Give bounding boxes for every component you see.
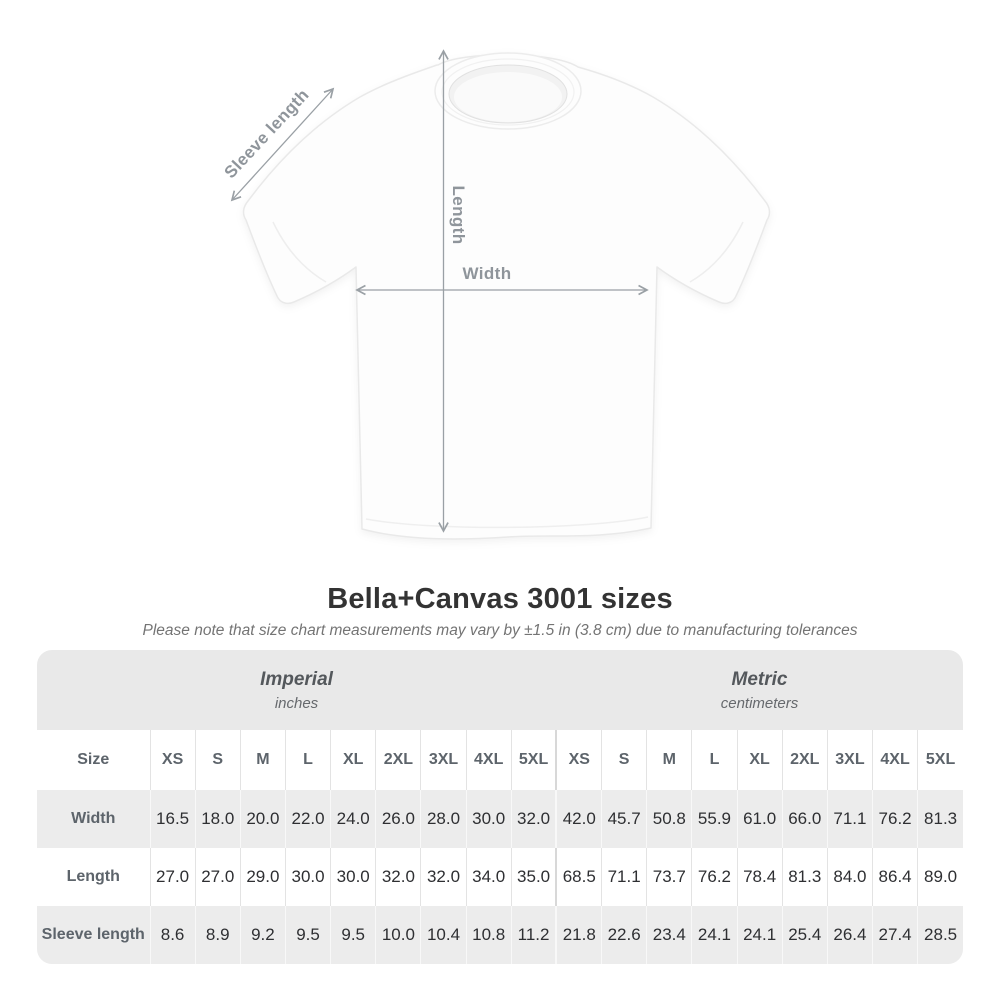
size-table-body: Width 16.5 18.0 20.0 22.0 24.0 26.0 28.0 30.0 32.… (37, 790, 963, 964)
size-table: Size XS S M L XL 2XL 3XL 4XL 5XL XS S M L XL 2XL 3XL 4XL… (37, 730, 963, 964)
imperial-width-l: 22.0 (284, 790, 331, 848)
row-length: Length 27.0 27.0 29.0 30.0 30.0 32.0 32.0 34.0 35… (37, 848, 963, 906)
size-header-imperial-2xl: 2XL (375, 730, 421, 790)
metric-length-s: 71.1 (601, 848, 647, 906)
imperial-length-5xl: 35.0 (510, 848, 557, 906)
size-header-imperial-xs: XS (149, 730, 196, 790)
imperial-sleeve-length-m: 9.2 (239, 906, 286, 964)
imperial-sleeve-length-4xl: 10.8 (465, 906, 512, 964)
imperial-width-4xl: 30.0 (465, 790, 512, 848)
imperial-width-xl: 24.0 (330, 790, 376, 848)
metric-units-label: centimeters (720, 694, 799, 712)
imperial-sleeve-length-5xl: 11.2 (510, 906, 557, 964)
metric-sleeve-length-2xl: 25.4 (781, 906, 828, 964)
imperial-label: Imperial (260, 668, 333, 690)
title-block: Bella+Canvas 3001 sizes Please note that… (0, 583, 1000, 640)
size-header-metric-3xl: 3XL (826, 730, 873, 790)
metric-length-3xl: 84.0 (826, 848, 873, 906)
metric-width-4xl: 76.2 (871, 790, 918, 848)
imperial-width-xs: 16.5 (149, 790, 196, 848)
imperial-width-m: 20.0 (239, 790, 286, 848)
metric-sleeve-length-3xl: 26.4 (826, 906, 873, 964)
metric-width-m: 50.8 (646, 790, 692, 848)
size-header-metric-xs: XS (555, 730, 602, 790)
size-header-metric-xl: XL (736, 730, 783, 790)
metric-length-5xl: 89.0 (917, 848, 963, 906)
size-header-row: Size XS S M L XL 2XL 3XL 4XL 5XL XS S M L XL 2XL 3XL 4XL… (37, 730, 963, 790)
imperial-width-2xl: 26.0 (375, 790, 421, 848)
imperial-sleeve-length-xl: 9.5 (330, 906, 376, 964)
size-header-metric-l: L (691, 730, 738, 790)
metric-sleeve-length-m: 23.4 (646, 906, 692, 964)
size-chart-card: Imperial inches Metric centimeters Size … (37, 650, 963, 964)
imperial-length-4xl: 34.0 (465, 848, 512, 906)
metric-length-4xl: 86.4 (871, 848, 918, 906)
unit-header-row: Imperial inches Metric centimeters (37, 650, 963, 730)
metric-width-xs: 42.0 (555, 790, 602, 848)
metric-width-2xl: 66.0 (781, 790, 828, 848)
unit-group-imperial: Imperial inches (37, 650, 556, 730)
size-header-imperial-xl: XL (330, 730, 376, 790)
imperial-width-5xl: 32.0 (510, 790, 557, 848)
imperial-length-s: 27.0 (194, 848, 241, 906)
row-width: Width 16.5 18.0 20.0 22.0 24.0 26.0 28.0 30.0 32.… (37, 790, 963, 848)
imperial-units-label: inches (274, 694, 319, 712)
metric-length-l: 76.2 (691, 848, 738, 906)
imperial-length-xl: 30.0 (330, 848, 376, 906)
metric-label: Metric (731, 668, 788, 690)
imperial-sleeve-length-xs: 8.6 (149, 906, 196, 964)
page-title: Bella+Canvas 3001 sizes (327, 583, 673, 615)
tshirt-graphic (230, 49, 771, 540)
tshirt-silhouette (242, 52, 771, 540)
sleeve-length-arrow (230, 87, 335, 202)
size-header-metric-5xl: 5XL (917, 730, 963, 790)
imperial-sleeve-length-2xl: 10.0 (375, 906, 421, 964)
row-label-sleeve-length: Sleeve length (37, 906, 150, 964)
metric-length-m: 73.7 (646, 848, 692, 906)
metric-sleeve-length-l: 24.1 (691, 906, 738, 964)
tshirt-measurement-diagram: Sleeve length Length Width (221, 49, 771, 540)
size-header-metric-m: M (646, 730, 692, 790)
size-column-header: Size (37, 730, 150, 790)
metric-sleeve-length-xs: 21.8 (555, 906, 602, 964)
metric-width-xl: 61.0 (736, 790, 783, 848)
size-header-metric-2xl: 2XL (781, 730, 828, 790)
metric-length-2xl: 81.3 (781, 848, 828, 906)
imperial-length-3xl: 32.0 (420, 848, 467, 906)
imperial-sleeve-length-s: 8.9 (194, 906, 241, 964)
metric-sleeve-length-xl: 24.1 (736, 906, 783, 964)
imperial-sleeve-length-l: 9.5 (284, 906, 331, 964)
row-label-length: Length (37, 848, 150, 906)
size-header-metric-s: S (601, 730, 647, 790)
imperial-length-l: 30.0 (284, 848, 331, 906)
imperial-width-3xl: 28.0 (420, 790, 467, 848)
metric-width-3xl: 71.1 (826, 790, 873, 848)
imperial-sleeve-length-3xl: 10.4 (420, 906, 467, 964)
size-header-imperial-3xl: 3XL (420, 730, 467, 790)
metric-width-l: 55.9 (691, 790, 738, 848)
size-header-metric-4xl: 4XL (871, 730, 918, 790)
metric-length-xl: 78.4 (736, 848, 783, 906)
imperial-length-2xl: 32.0 (375, 848, 421, 906)
size-header-imperial-m: M (239, 730, 286, 790)
unit-group-metric: Metric centimeters (556, 650, 963, 730)
imperial-width-s: 18.0 (194, 790, 241, 848)
row-label-width: Width (37, 790, 150, 848)
metric-width-s: 45.7 (601, 790, 647, 848)
size-header-imperial-s: S (194, 730, 241, 790)
metric-width-5xl: 81.3 (917, 790, 963, 848)
metric-sleeve-length-4xl: 27.4 (871, 906, 918, 964)
size-header-imperial-4xl: 4XL (465, 730, 512, 790)
size-header-imperial-5xl: 5XL (510, 730, 557, 790)
imperial-length-m: 29.0 (239, 848, 286, 906)
imperial-length-xs: 27.0 (149, 848, 196, 906)
size-header-imperial-l: L (284, 730, 331, 790)
metric-sleeve-length-s: 22.6 (601, 906, 647, 964)
metric-length-xs: 68.5 (555, 848, 602, 906)
tolerance-note: Please note that size chart measurements… (142, 622, 858, 639)
row-sleeve-length: Sleeve length 8.6 8.9 9.2 9.5 9.5 10.0 10.4 10.8… (37, 906, 963, 964)
metric-sleeve-length-5xl: 28.5 (917, 906, 963, 964)
